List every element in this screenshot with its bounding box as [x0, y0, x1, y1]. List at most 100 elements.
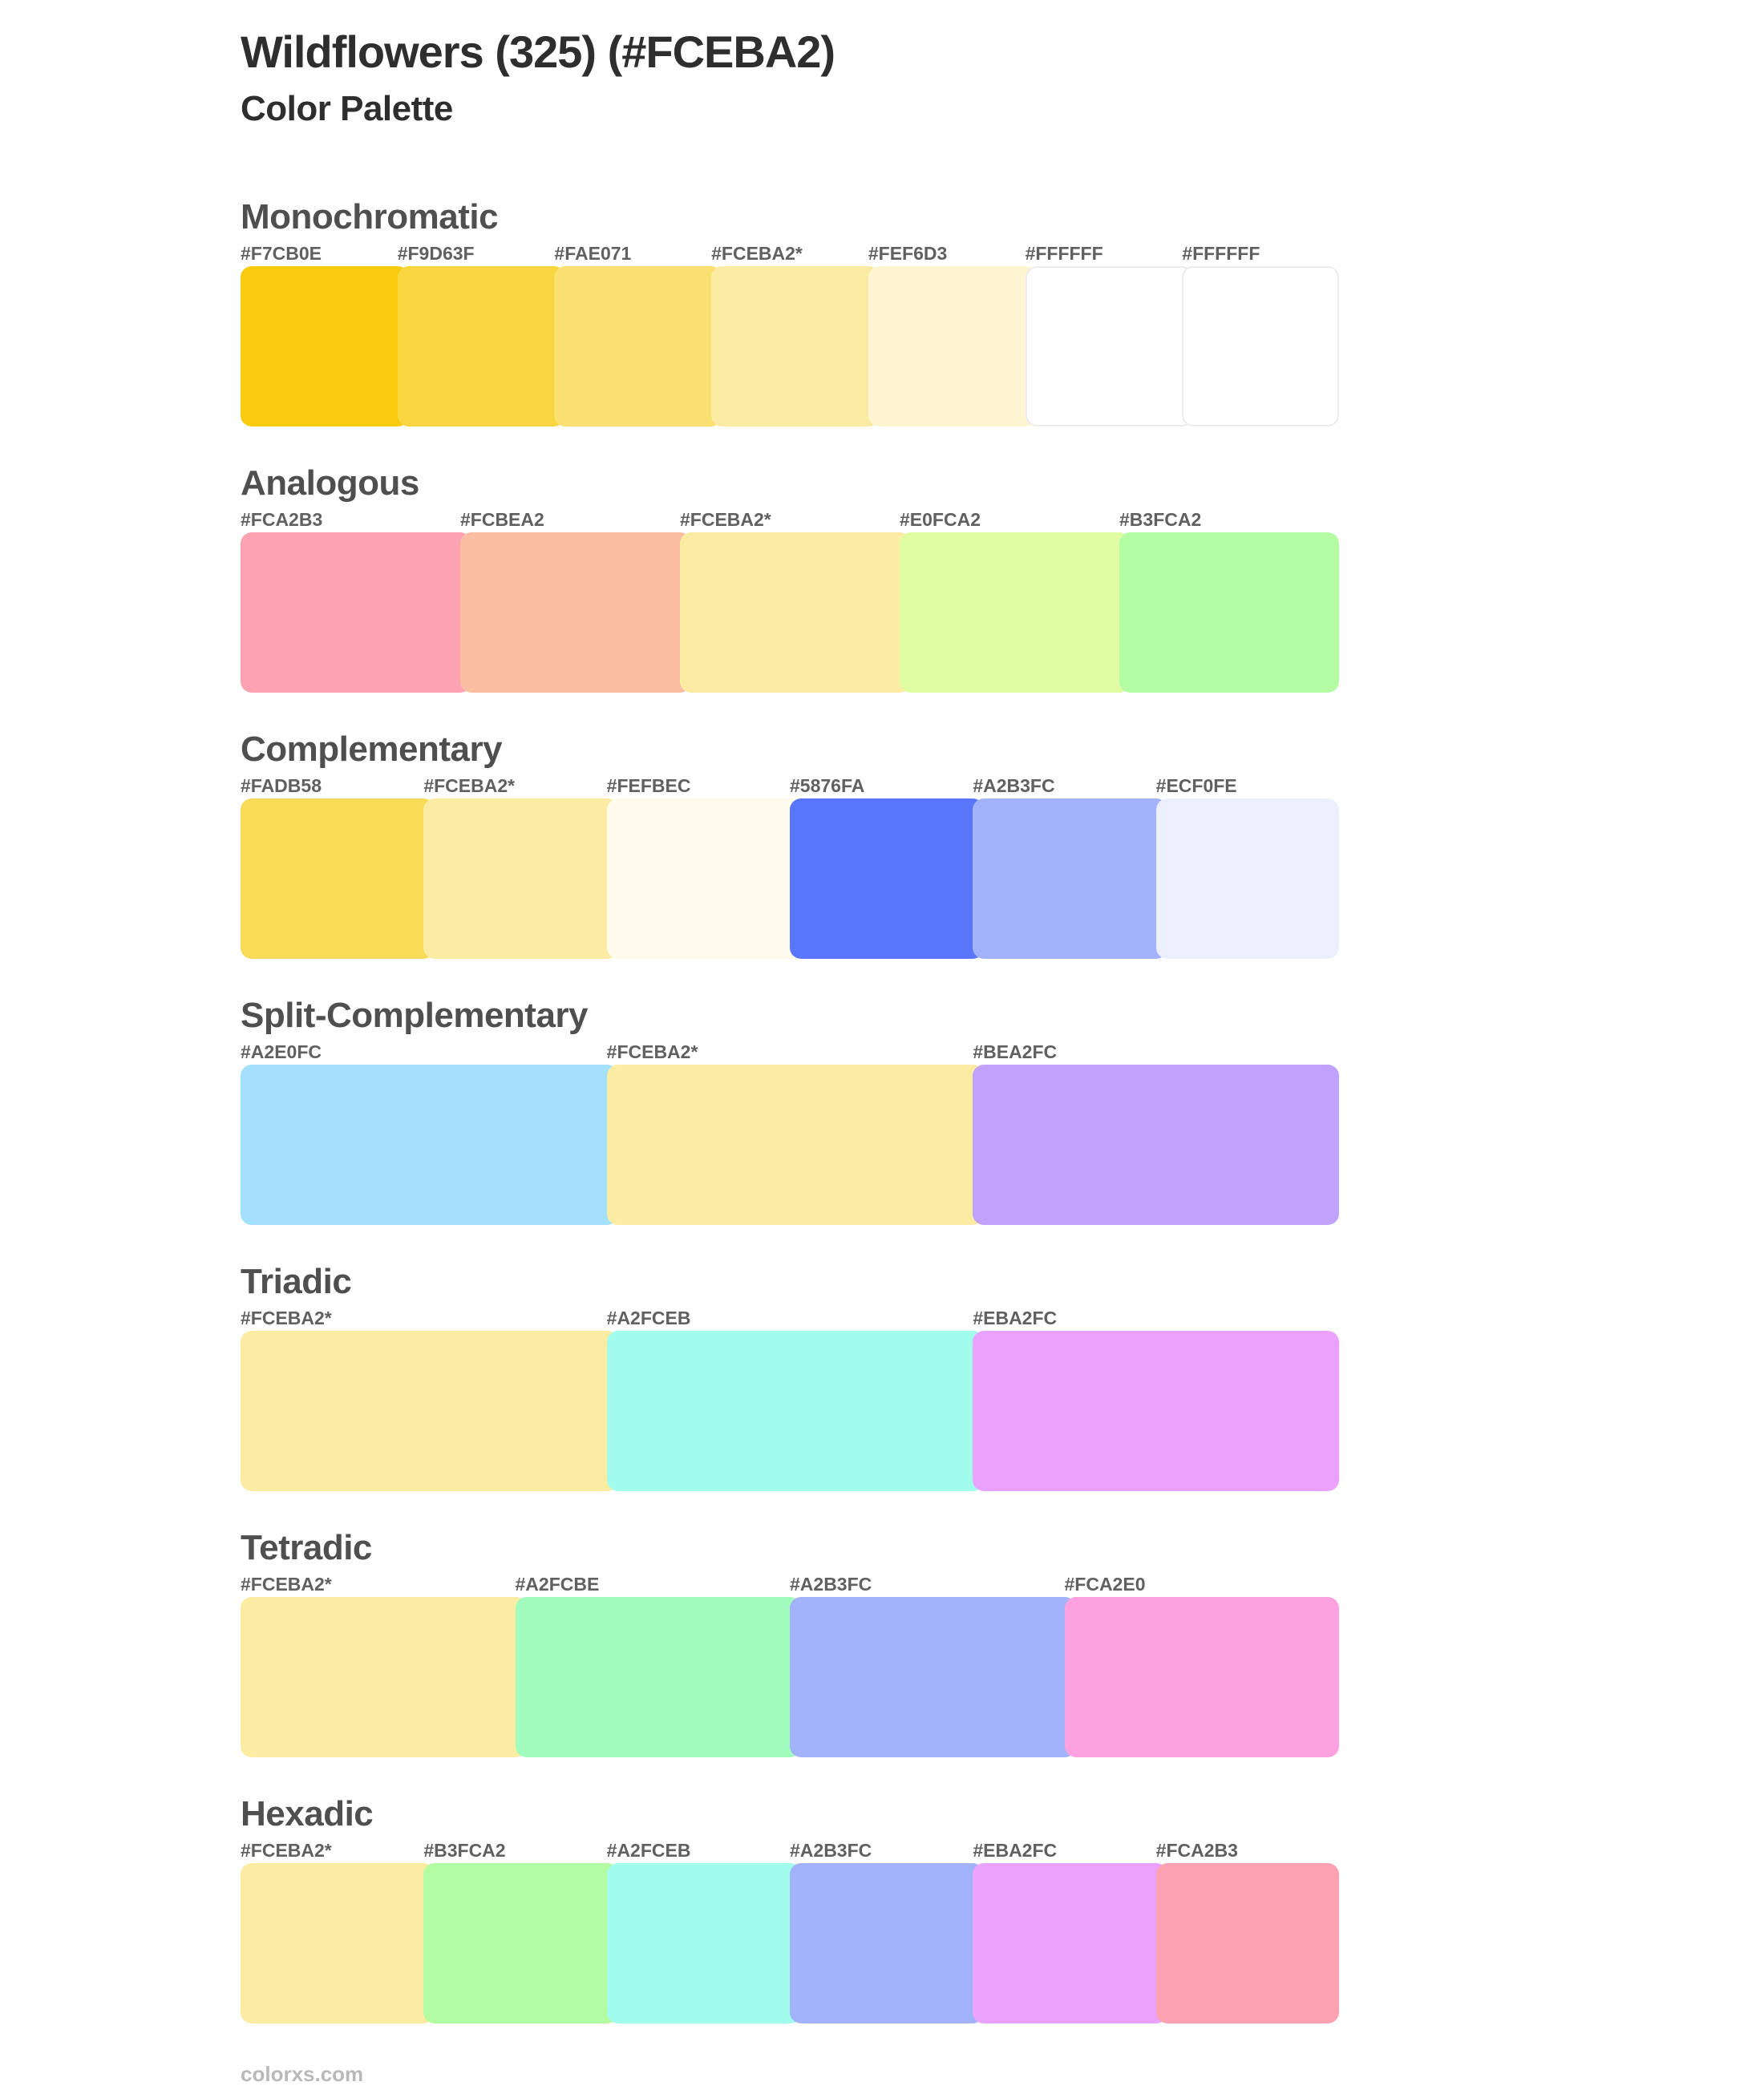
color-swatch[interactable]: [973, 1331, 1339, 1491]
color-hex-label: #A2FCEB: [606, 1308, 691, 1328]
color-swatch[interactable]: [680, 532, 911, 693]
color-swatch[interactable]: [606, 1065, 985, 1225]
page-subtitle: Color Palette: [241, 89, 453, 128]
color-hex-label: #FCA2E0: [1064, 1574, 1146, 1595]
hex-label-row: #FADB58 #FCEBA2* #FEFBEC #5876FA #A2B3FC #ECF…: [241, 776, 1339, 795]
color-hex-label: #BEA2FC: [973, 1041, 1058, 1062]
color-hex-label: #EBA2FC: [973, 1308, 1058, 1328]
color-swatch[interactable]: [790, 1863, 985, 2023]
color-swatch[interactable]: [973, 1863, 1167, 2023]
section-heading: Tetradic: [241, 1528, 372, 1567]
color-hex-label: #FCEBA2*: [606, 1041, 698, 1062]
color-hex-label: #A2B3FC: [790, 1840, 872, 1861]
color-hex-label: #F7CB0E: [241, 243, 322, 264]
site-footer-link[interactable]: colorxs.com: [241, 2062, 364, 2086]
color-swatch[interactable]: [241, 532, 471, 693]
hex-label-row: #FCEBA2* #B3FCA2 #A2FCEB #A2B3FC #EBA2FC #FCA…: [241, 1841, 1339, 1860]
color-swatch[interactable]: [1025, 266, 1194, 426]
color-swatch[interactable]: [973, 798, 1167, 959]
color-hex-label: #FCA2B3: [1155, 1840, 1238, 1861]
color-hex-label: #EBA2FC: [973, 1840, 1058, 1861]
color-hex-label: #A2B3FC: [790, 1574, 872, 1595]
color-swatch[interactable]: [554, 266, 723, 426]
color-swatch[interactable]: [606, 798, 801, 959]
palette-section-analogous: Analogous #FCA2B3 #FCBEA2 #FCEBA2* #E0FCA2 #B…: [241, 465, 1588, 693]
color-hex-label: #F9D63F: [397, 243, 475, 264]
hex-label-row: #FCEBA2* #A2FCBE #A2B3FC #FCA2E0: [241, 1575, 1339, 1594]
color-swatch[interactable]: [241, 1863, 435, 2023]
palette-section-complementary: Complementary #FADB58 #FCEBA2* #FEFBEC #5876…: [241, 731, 1588, 959]
color-hex-label: #FFFFFF: [1182, 243, 1260, 264]
section-heading: Hexadic: [241, 1794, 374, 1833]
color-hex-label: #B3FCA2: [423, 1840, 506, 1861]
color-swatch[interactable]: [711, 266, 880, 426]
palette-section-split-complementary: Split-Complementary #A2E0FC #FCEBA2* #BEA2F…: [241, 997, 1588, 1225]
section-heading: Split-Complementary: [241, 996, 589, 1035]
section-heading: Complementary: [241, 730, 503, 769]
swatch-row: [241, 1065, 1339, 1225]
section-heading: Monochromatic: [241, 197, 499, 236]
color-hex-label: #FCBEA2: [460, 509, 544, 530]
section-heading: Analogous: [241, 463, 419, 503]
color-swatch[interactable]: [423, 798, 618, 959]
color-hex-label: #5876FA: [790, 775, 865, 796]
color-swatch[interactable]: [241, 1331, 618, 1491]
color-hex-label: #A2B3FC: [973, 775, 1055, 796]
palette-section-tetradic: Tetradic #FCEBA2* #A2FCBE #A2B3FC #FCA2E0: [241, 1530, 1588, 1757]
color-swatch[interactable]: [241, 798, 435, 959]
color-hex-label: #FAE071: [554, 243, 632, 264]
color-hex-label: #FEF6D3: [868, 243, 948, 264]
color-palette-page: Wildflowers (325) (#FCEBA2) Color Palett…: [241, 26, 1588, 2086]
hex-label-row: #FCA2B3 #FCBEA2 #FCEBA2* #E0FCA2 #B3FCA2: [241, 510, 1339, 529]
hex-label-row: #F7CB0E #F9D63F #FAE071 #FCEBA2* #FEF6D3 #FFF…: [241, 244, 1339, 263]
color-swatch[interactable]: [515, 1597, 801, 1757]
swatch-row: [241, 1863, 1339, 2023]
color-swatch[interactable]: [606, 1331, 985, 1491]
color-hex-label: #FFFFFF: [1025, 243, 1103, 264]
color-hex-label: #FCEBA2*: [241, 1574, 332, 1595]
hex-label-row: #FCEBA2* #A2FCEB #EBA2FC: [241, 1308, 1339, 1328]
color-swatch[interactable]: [241, 266, 409, 426]
color-swatch[interactable]: [1119, 532, 1339, 693]
palette-section-hexadic: Hexadic #FCEBA2* #B3FCA2 #A2FCEB #A2B3FC #EBA…: [241, 1796, 1588, 2023]
color-hex-label: #B3FCA2: [1119, 509, 1202, 530]
palette-section-monochromatic: Monochromatic #F7CB0E #F9D63F #FAE071 #FCEBA…: [241, 199, 1588, 426]
color-swatch[interactable]: [868, 266, 1037, 426]
color-hex-label: #E0FCA2: [900, 509, 981, 530]
color-swatch[interactable]: [1155, 798, 1339, 959]
color-swatch[interactable]: [423, 1863, 618, 2023]
swatch-row: [241, 798, 1339, 959]
color-swatch[interactable]: [900, 532, 1131, 693]
hex-label-row: #A2E0FC #FCEBA2* #BEA2FC: [241, 1042, 1339, 1061]
color-swatch[interactable]: [606, 1863, 801, 2023]
color-hex-label: #A2FCBE: [515, 1574, 600, 1595]
swatch-row: [241, 1597, 1339, 1757]
swatch-row: [241, 532, 1339, 693]
color-hex-label: #FEFBEC: [606, 775, 691, 796]
color-swatch[interactable]: [1064, 1597, 1339, 1757]
color-hex-label: #FCEBA2*: [711, 243, 803, 264]
color-swatch[interactable]: [1155, 1863, 1339, 2023]
color-hex-label: #FCEBA2*: [423, 775, 516, 796]
color-hex-label: #ECF0FE: [1155, 775, 1237, 796]
color-hex-label: #FCEBA2*: [241, 1308, 332, 1328]
color-swatch[interactable]: [397, 266, 566, 426]
color-hex-label: #FCA2B3: [241, 509, 323, 530]
color-hex-label: #A2E0FC: [241, 1041, 322, 1062]
color-swatch[interactable]: [790, 1597, 1076, 1757]
page-title: Wildflowers (325) (#FCEBA2): [241, 26, 835, 77]
color-swatch[interactable]: [460, 532, 691, 693]
color-swatch[interactable]: [1182, 266, 1339, 426]
swatch-row: [241, 1331, 1339, 1491]
swatch-row: [241, 266, 1339, 426]
color-hex-label: #A2FCEB: [606, 1840, 691, 1861]
color-swatch[interactable]: [790, 798, 985, 959]
palette-section-triadic: Triadic #FCEBA2* #A2FCEB #EBA2FC: [241, 1263, 1588, 1491]
color-hex-label: #FCEBA2*: [241, 1840, 332, 1861]
color-hex-label: #FCEBA2*: [680, 509, 771, 530]
color-swatch[interactable]: [241, 1065, 618, 1225]
color-swatch[interactable]: [241, 1597, 527, 1757]
palette-sections-container: Monochromatic #F7CB0E #F9D63F #FAE071 #FCEBA…: [241, 199, 1588, 2023]
color-hex-label: #FADB58: [241, 775, 322, 796]
color-swatch[interactable]: [973, 1065, 1339, 1225]
